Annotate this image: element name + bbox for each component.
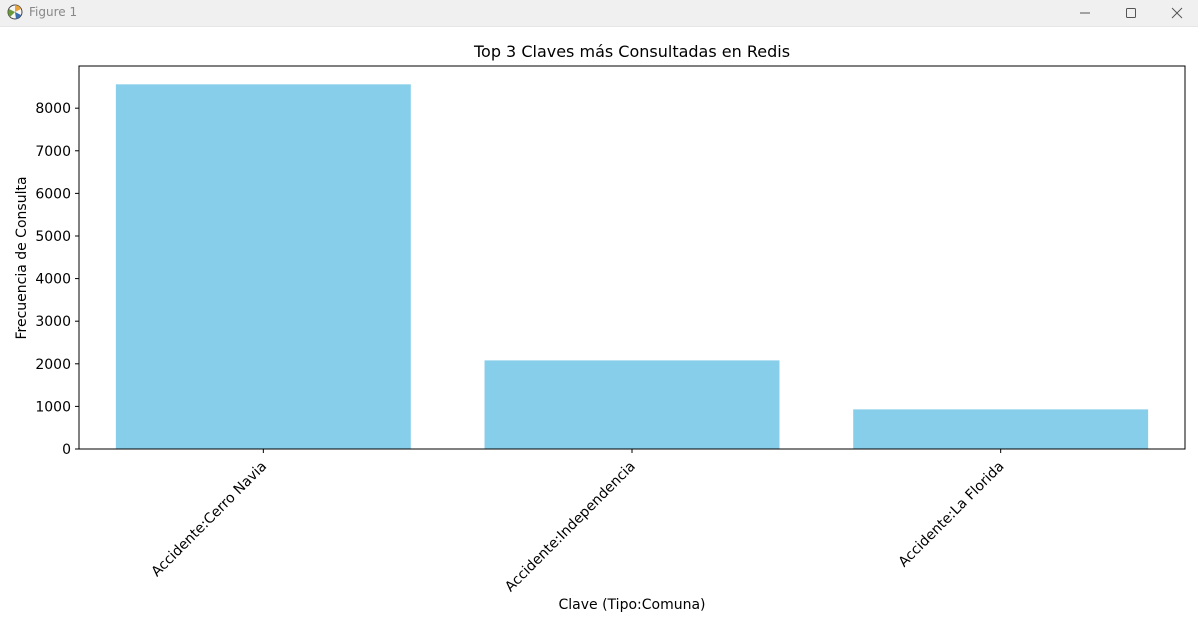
window-titlebar: Figure 1 (0, 0, 1198, 27)
y-axis: 0 1000 2000 3000 4000 5000 6000 7000 8000 (35, 101, 79, 458)
minimize-button[interactable] (1062, 0, 1108, 26)
y-tick-label: 4000 (35, 272, 71, 288)
matplotlib-figure-icon (7, 4, 23, 20)
maximize-icon (1126, 8, 1136, 18)
y-tick-label: 3000 (35, 314, 71, 330)
maximize-button[interactable] (1108, 0, 1154, 26)
bar (853, 409, 1149, 449)
y-tick-label: 2000 (35, 357, 71, 373)
close-button[interactable] (1154, 0, 1198, 26)
y-tick-label: 1000 (35, 399, 71, 415)
y-tick-label: 8000 (35, 101, 71, 117)
y-tick-label: 0 (62, 442, 71, 458)
chart-title: Top 3 Claves más Consultadas en Redis (473, 42, 790, 61)
bar (115, 84, 411, 449)
x-tick-label: Accidente:Cerro Navia (149, 459, 271, 581)
y-axis-label: Frecuencia de Consulta (14, 176, 30, 339)
close-icon (1171, 7, 1183, 19)
figure-canvas: Top 3 Claves más Consultadas en Redis 0 1… (0, 27, 1198, 627)
y-tick-label: 5000 (35, 229, 71, 245)
bar-chart: Top 3 Claves más Consultadas en Redis 0 1… (14, 42, 1186, 613)
x-axis: Accidente:Cerro Navia Accidente:Independe… (149, 449, 1008, 596)
bars-group (115, 84, 1149, 449)
y-tick-label: 6000 (35, 186, 71, 202)
window-title: Figure 1 (29, 5, 78, 19)
bar (484, 360, 780, 449)
x-tick-label: Accidente:Independencia (502, 459, 639, 596)
x-axis-label: Clave (Tipo:Comuna) (559, 597, 706, 613)
y-tick-label: 7000 (35, 144, 71, 160)
x-tick-label: Accidente:La Florida (896, 459, 1008, 571)
minimize-icon (1080, 12, 1090, 14)
